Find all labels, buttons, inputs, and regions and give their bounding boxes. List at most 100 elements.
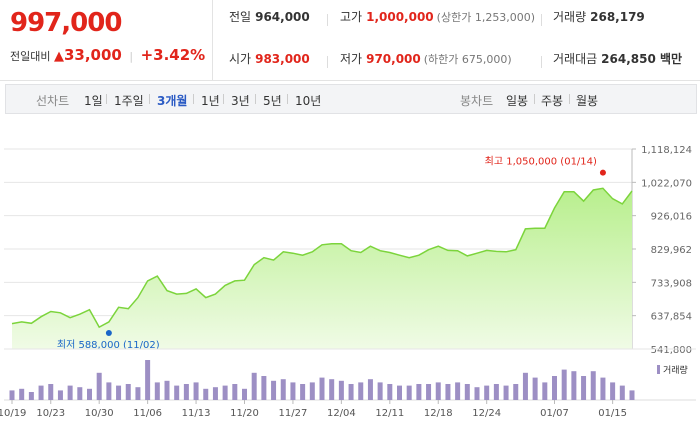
volume-bar <box>445 384 451 400</box>
volume-bar <box>600 377 606 400</box>
day-high: 고가 1,000,000 (상한가 1,253,000) <box>340 8 535 25</box>
volume-legend: 거래량 <box>663 364 688 376</box>
volume-bar <box>338 380 344 400</box>
volume-bar <box>329 379 335 400</box>
low-annotation: 최저 588,000 (11/02) <box>57 339 160 351</box>
volume-bar <box>377 382 383 400</box>
y-tick-label: 733,908 <box>651 278 692 289</box>
volume-bar <box>222 385 228 400</box>
volume-bar <box>590 371 596 400</box>
quote-stats: 전일 964,000 고가 1,000,000 (상한가 1,253,000) 거래량… <box>213 0 700 80</box>
volume-legend-swatch <box>657 365 660 374</box>
y-tick-label: 637,854 <box>651 312 692 323</box>
high-marker <box>599 169 606 176</box>
volume-bar <box>251 372 257 400</box>
candle-weekly[interactable]: 주봉 <box>541 94 564 108</box>
period-3y[interactable]: 3년 <box>231 94 250 108</box>
prev-value: 964,000 <box>255 10 310 24</box>
x-tick-label: 12/04 <box>327 408 356 419</box>
x-tick-label: 10/23 <box>36 408 65 419</box>
period-10y[interactable]: 10년 <box>295 94 322 108</box>
volume-label: 거래량 <box>553 10 587 24</box>
line-chart-label[interactable]: 선차트 <box>36 94 70 108</box>
stats-row-2: 시가 983,000 저가 970,000 (하한가 675,000) 거래대금 264… <box>213 50 700 72</box>
volume-bar <box>28 392 34 400</box>
candle-chart-label[interactable]: 봉차트 <box>460 94 494 108</box>
volume-bar <box>183 384 189 400</box>
candle-daily[interactable]: 일봉 <box>506 94 529 108</box>
period-1y[interactable]: 1년 <box>201 94 220 108</box>
volume-bar <box>77 387 83 400</box>
y-tick-label: 1,022,070 <box>641 178 692 189</box>
volume-bar <box>513 384 519 400</box>
period-1w[interactable]: 1주일 <box>114 94 144 108</box>
volume-bar <box>203 388 209 400</box>
volume-bar <box>629 390 635 400</box>
trade-amount: 거래대금 264,850 백만 <box>553 50 682 67</box>
volume-bar <box>571 371 577 400</box>
volume: 거래량 268,179 <box>553 8 645 25</box>
volume-bar <box>610 382 616 400</box>
prev-label: 전일 <box>229 10 252 24</box>
volume-bar <box>484 385 490 400</box>
up-arrow-icon: ▲ <box>53 49 64 64</box>
volume-bar <box>154 382 160 400</box>
volume-bar <box>406 385 412 400</box>
volume-bar <box>271 380 277 400</box>
open-label: 시가 <box>229 52 252 66</box>
volume-bar <box>174 385 180 400</box>
x-tick-label: 10/30 <box>85 408 114 419</box>
volume-bar <box>48 384 54 400</box>
low-value: 970,000 <box>366 52 421 66</box>
quote-header: 997,000 전일대비 ▲33,000 | +3.42% 전일 964,000 … <box>0 0 700 81</box>
volume-bar <box>493 384 499 400</box>
open-price: 시가 983,000 <box>229 50 310 67</box>
price-line <box>11 187 633 329</box>
period-1d[interactable]: 1일 <box>84 94 103 108</box>
x-tick-label: 11/27 <box>279 408 308 419</box>
price-box: 997,000 전일대비 ▲33,000 | +3.42% <box>0 0 213 80</box>
volume-bar <box>397 385 402 400</box>
upper-limit: (상한가 1,253,000) <box>436 11 536 24</box>
divider: | <box>129 50 134 63</box>
volume-bar <box>125 384 131 400</box>
y-tick-label: 926,016 <box>651 212 692 223</box>
chart-toolbar: 선차트 1일 1주일 3개월 1년 3년 5년 10년 봉차트 일봉 주봉 월봉 <box>5 84 697 114</box>
volume-bar <box>416 384 422 400</box>
period-5y[interactable]: 5년 <box>263 94 282 108</box>
volume-bar <box>57 390 63 400</box>
volume-bar <box>358 382 364 400</box>
volume-bar <box>474 387 480 400</box>
volume-bar <box>300 384 306 400</box>
y-tick-label: 829,962 <box>651 245 692 256</box>
high-label: 고가 <box>340 10 363 24</box>
volume-bar <box>106 382 112 400</box>
amount-label: 거래대금 <box>553 52 598 66</box>
price-change: 전일대비 ▲33,000 | +3.42% <box>10 46 205 64</box>
volume-bar <box>116 385 122 400</box>
volume-bar <box>542 382 548 400</box>
y-tick-label: 1,118,124 <box>641 145 692 156</box>
volume-bar <box>552 376 557 400</box>
change-percent: +3.42% <box>140 46 206 64</box>
x-tick-label: 12/18 <box>424 408 453 419</box>
x-tick-label: 12/24 <box>472 408 501 419</box>
lower-limit: (하한가 675,000) <box>423 53 512 66</box>
day-low: 저가 970,000 (하한가 675,000) <box>340 50 512 67</box>
volume-bar <box>290 382 296 400</box>
x-tick-label: 11/13 <box>182 408 211 419</box>
volume-bar <box>145 360 151 400</box>
x-tick-label: 01/15 <box>598 408 627 419</box>
volume-bar <box>309 382 315 400</box>
amount-value: 264,850 백만 <box>601 52 683 66</box>
x-tick-label: 10/19 <box>0 408 26 419</box>
high-value: 1,000,000 <box>366 10 434 24</box>
period-3m[interactable]: 3개월 <box>157 94 188 108</box>
volume-bar <box>242 388 247 400</box>
change-amount: 33,000 <box>63 46 122 64</box>
candle-monthly[interactable]: 월봉 <box>576 94 599 108</box>
volume-bar <box>193 382 199 400</box>
volume-bar <box>9 390 15 400</box>
price-area-fill <box>12 188 632 349</box>
x-tick-label: 11/06 <box>133 408 162 419</box>
